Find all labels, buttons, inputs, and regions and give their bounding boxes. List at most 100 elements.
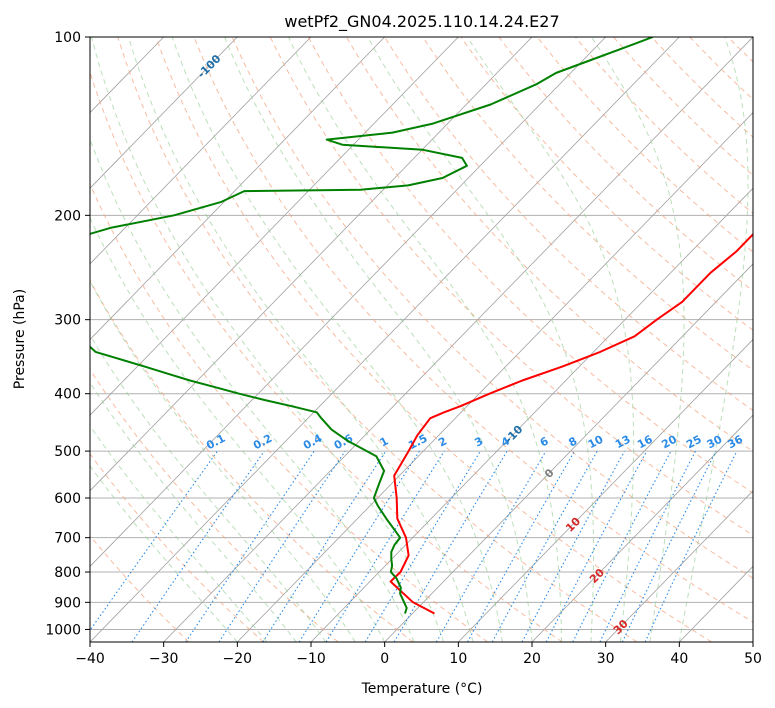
y-tick-label: 1000: [45, 622, 81, 638]
mixing-ratio-line: [131, 450, 265, 642]
dry-adiabat-line: [766, 37, 775, 642]
sounding-profiles: [90, 37, 753, 615]
moist-adiabat-line: [90, 334, 327, 642]
mixing-ratio-label: 6: [538, 434, 551, 449]
isotherm-line: [237, 112, 753, 642]
mixing-ratio-label: 8: [566, 434, 579, 449]
mixing-ratio-label: 16: [635, 433, 655, 452]
mixing-ratio-line: [545, 450, 648, 642]
dry-adiabat-line: [269, 37, 753, 536]
x-tick-label: −10: [296, 651, 326, 667]
y-tick-label: 900: [54, 595, 81, 611]
mixing-ratio-line: [298, 450, 420, 642]
x-tick-label: 50: [744, 651, 762, 667]
moist-adiabat-line: [90, 424, 268, 642]
moist-adiabat-line: [678, 37, 749, 642]
y-tick-label: 600: [54, 491, 81, 507]
isotherm-line: [90, 37, 385, 341]
mixing-ratio-line: [90, 450, 218, 632]
mixing-ratio-label: 1: [378, 434, 391, 449]
isotherm-line: [90, 37, 680, 642]
x-axis-label: Temperature (°C): [361, 681, 483, 697]
mixing-ratio-line: [521, 450, 625, 642]
mixing-ratio-line: [572, 450, 672, 642]
dry-adiabat-line: [90, 535, 190, 642]
x-tick-label: −40: [75, 651, 105, 667]
mixing-ratio-label: 36: [725, 433, 745, 452]
dry-adiabat-line: [193, 37, 753, 623]
dewpoint-profile-line: [90, 37, 654, 614]
mixing-ratio-label: 2: [436, 434, 449, 449]
dry-adiabat-line: [536, 37, 753, 253]
x-tick-label: 40: [670, 651, 688, 667]
dry-adiabat-line: [307, 37, 753, 494]
isotherm-line: [310, 187, 753, 642]
x-tick-label: 20: [523, 651, 541, 667]
mixing-ratio-label: 3: [472, 434, 485, 449]
moist-adiabat-line: [466, 37, 635, 642]
mixing-ratio-label: 13: [613, 433, 633, 452]
moist-adiabat-line: [128, 37, 474, 642]
dry-adiabat-line: [384, 37, 753, 412]
moist-adiabat-line: [90, 381, 297, 642]
dry-adiabat-line: [689, 37, 753, 100]
dry-adiabat-line: [117, 37, 638, 642]
moist-adiabat-line: [171, 37, 503, 642]
dry-adiabat-line: [90, 279, 414, 642]
moist-adiabat-line: [90, 465, 238, 642]
isotherm-label: -100: [195, 52, 224, 81]
mixing-ratio-line: [325, 450, 445, 642]
moist-adiabat-line: [367, 37, 594, 642]
moist-adiabat-line: [590, 37, 685, 642]
mixing-ratio-line: [218, 450, 346, 642]
mixing-ratio-line: [599, 450, 697, 642]
temperature-profile-line: [389, 232, 753, 615]
moist-adiabat-line: [224, 37, 533, 642]
mixing-ratio-label: 10: [586, 433, 606, 452]
dry-adiabat-line: [498, 37, 753, 292]
y-tick-label: 800: [54, 565, 81, 581]
dry-adiabat-line: [651, 37, 753, 138]
mixing-ratio-label: 25: [684, 433, 704, 452]
isotherm-line: [90, 37, 606, 567]
mixing-ratio-line: [644, 450, 738, 642]
y-tick-label: 700: [54, 531, 81, 547]
mixing-ratio-line: [491, 450, 598, 642]
chart-title: wetPf2_GN04.2025.110.14.24.E27: [284, 12, 559, 32]
y-axis-label: Pressure (hPa): [12, 289, 28, 389]
x-tick-label: −30: [149, 651, 179, 667]
mixing-ratio-line: [393, 450, 508, 642]
isotherm-line: [384, 263, 753, 642]
mixing-ratio-line: [621, 450, 717, 642]
y-axis-ticks: 100 200 300 400 500 600 700 800 900 1000: [45, 30, 90, 638]
mixing-ratio-label: 0.4: [301, 432, 325, 453]
mixing-ratio-line: [262, 450, 387, 642]
x-tick-label: 30: [597, 651, 615, 667]
y-tick-label: 300: [54, 313, 81, 329]
x-tick-label: −20: [223, 651, 253, 667]
x-tick-label: 0: [380, 651, 389, 667]
isotherm-line: [531, 414, 753, 642]
isotherm-line: [90, 37, 533, 492]
mixing-ratio-line: [467, 450, 575, 642]
moist-adiabat-line: [90, 216, 386, 642]
mixing-ratio-line: [185, 450, 315, 642]
isotherm-line: [752, 641, 753, 642]
mixing-ratio-label: 30: [705, 433, 725, 452]
dry-adiabat-line: [727, 37, 753, 63]
moist-adiabat-line: [91, 37, 445, 642]
background-lines: [90, 37, 775, 642]
mixing-ratio-line: [364, 450, 481, 642]
dry-adiabat-line: [422, 37, 753, 371]
dry-adiabat-line: [231, 37, 753, 579]
isotherm-label: 40: [635, 668, 655, 688]
dry-adiabat-line: [90, 453, 264, 642]
isotherm-line: [163, 37, 753, 642]
isotherm-line: [605, 490, 753, 642]
mixing-ratio-label: 20: [659, 433, 679, 452]
y-tick-label: 500: [54, 444, 81, 460]
isotherm-line: [90, 37, 238, 189]
moist-adiabat-line: [90, 138, 415, 642]
isotherm-line: [90, 37, 312, 265]
